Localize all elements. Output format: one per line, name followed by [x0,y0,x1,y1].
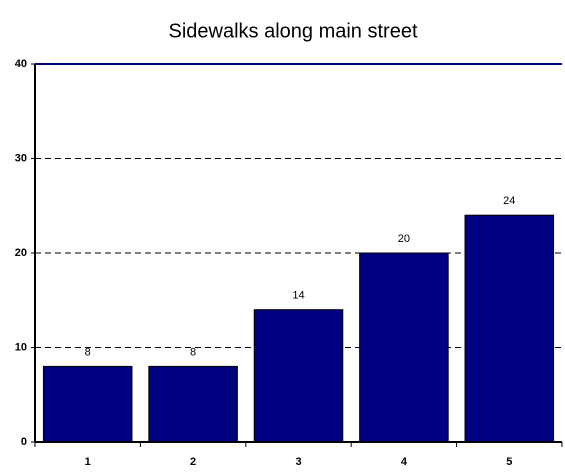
data-label: 8 [85,346,91,358]
chart-title: Sidewalks along main street [168,20,417,42]
y-tick-label: 30 [15,152,27,164]
data-label: 24 [503,195,515,207]
data-label: 20 [398,233,410,245]
y-tick-label: 40 [15,58,27,70]
bar [253,309,344,443]
bar [464,214,555,443]
data-label: 8 [190,346,196,358]
data-label: 14 [292,290,304,302]
x-tick-label: 5 [506,456,512,468]
y-tick-label: 0 [21,436,27,448]
x-tick-label: 3 [295,456,301,468]
y-tick-label: 10 [15,341,27,353]
x-tick-label: 1 [85,456,91,468]
bar [42,365,133,443]
y-tick-label: 20 [15,247,27,259]
bar [359,252,449,443]
bar [148,365,238,443]
x-tick-label: 2 [190,456,196,468]
x-tick-label: 4 [401,456,408,468]
